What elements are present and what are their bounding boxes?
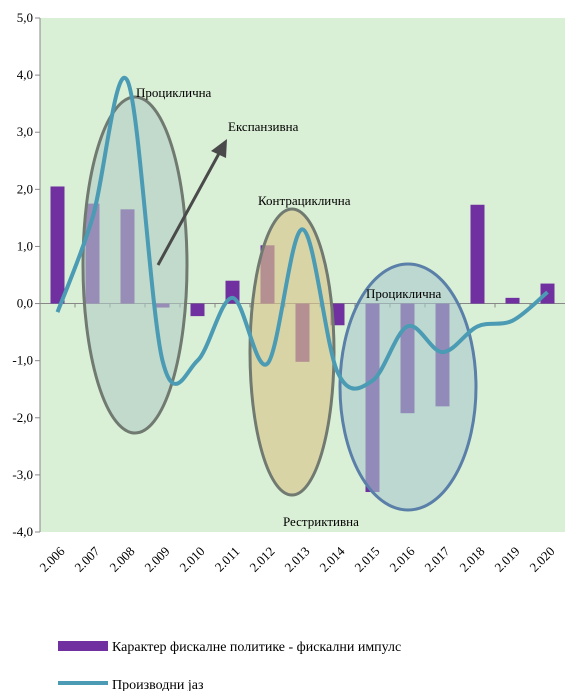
x-tick-label: 2.009: [141, 544, 172, 575]
bar: [505, 297, 520, 304]
annotation-ellipse: [338, 262, 478, 512]
x-tick-label: 2.017: [421, 543, 453, 575]
x-tick-label: 2.006: [36, 543, 68, 575]
x-tick-label: 2.007: [71, 543, 103, 575]
annotation: Експанзивна: [228, 119, 299, 134]
y-tick-label: -4,0: [12, 524, 33, 539]
y-tick-label: -2,0: [12, 410, 33, 425]
line: [55, 75, 549, 391]
x-tick-label: 2.016: [386, 543, 418, 575]
annotation-ellipse: [248, 207, 336, 497]
y-tick-label: 0,0: [17, 296, 33, 311]
x-tick-label: 2.014: [316, 543, 348, 575]
legend-swatch: [58, 641, 108, 651]
legend-label: Карактер фискалне политике - фискални им…: [112, 640, 401, 655]
legend-label: Производни јаз: [112, 678, 204, 691]
annotation-arrow: [156, 147, 224, 266]
x-tick-label: 2.011: [212, 544, 243, 575]
annotation: Проциклична: [136, 85, 212, 100]
y-tick-label: -1,0: [12, 353, 33, 368]
x-tick-label: 2.013: [281, 544, 312, 575]
x-tick-label: 2.012: [246, 544, 277, 575]
x-tick-label: 2.020: [526, 544, 557, 575]
x-tick-label: 2.018: [456, 544, 487, 575]
bar: [190, 303, 205, 317]
y-tick-label: 4,0: [17, 67, 33, 82]
annotation: Контрациклична: [258, 193, 351, 208]
y-tick-label: 3,0: [17, 124, 33, 139]
y-tick-label: 5,0: [17, 10, 33, 25]
annotation: Проциклична: [366, 286, 442, 301]
y-tick-label: 1,0: [17, 238, 33, 253]
y-tick-label: 2,0: [17, 181, 33, 196]
annotation-arrow-head: [211, 139, 227, 158]
x-tick-label: 2.008: [106, 544, 137, 575]
x-tick-label: 2.010: [176, 544, 207, 575]
x-tick-label: 2.019: [491, 544, 522, 575]
y-tick-label: -3,0: [12, 467, 33, 482]
bar: [470, 204, 485, 304]
annotation: Рестриктивна: [283, 514, 359, 529]
x-tick-label: 2.015: [351, 544, 382, 575]
bar: [50, 186, 65, 304]
